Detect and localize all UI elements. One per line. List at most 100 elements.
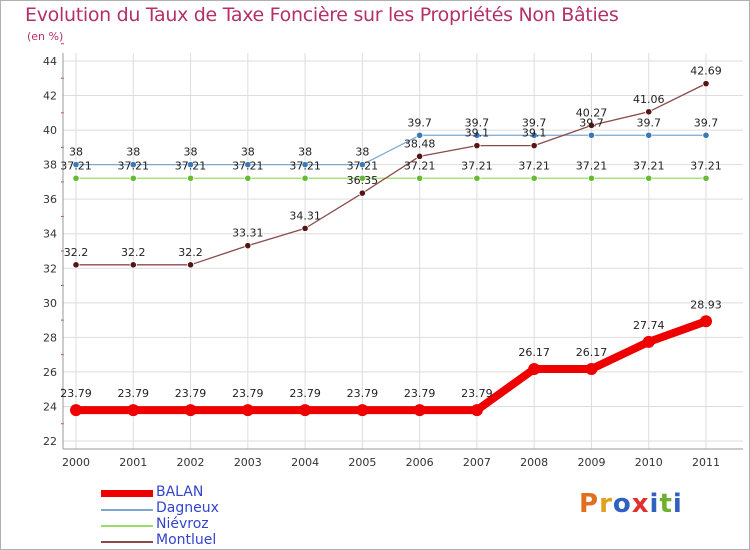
data-point-balan: [299, 404, 312, 417]
x-tick-label: 2002: [177, 456, 205, 469]
data-label-nievroz: 37.21: [232, 159, 264, 172]
x-tick-label: 2005: [348, 456, 376, 469]
data-label-montluel: 33.31: [232, 227, 264, 240]
data-label-montluel: 40.27: [576, 106, 608, 119]
legend-label-dagneux: Dagneux: [156, 500, 219, 516]
data-label-nievroz: 37.21: [633, 159, 665, 172]
data-label-montluel: 39.1: [522, 127, 547, 140]
y-tick-label: 36: [43, 193, 57, 206]
data-point-montluel: [301, 224, 309, 232]
data-label-balan: 23.79: [118, 387, 150, 400]
data-label-nievroz: 37.21: [404, 159, 436, 172]
data-point-balan: [184, 404, 197, 417]
data-point-montluel: [702, 80, 710, 88]
data-label-nievroz: 37.21: [347, 159, 379, 172]
legend-swatch-montluel: [101, 541, 153, 543]
data-label-dagneux: 38: [184, 146, 198, 159]
data-point-nievroz: [587, 174, 596, 182]
y-tick-label: 30: [43, 297, 57, 310]
data-point-balan: [127, 404, 140, 417]
chart-title: Evolution du Taux de Taxe Foncière sur l…: [25, 4, 619, 26]
data-label-dagneux: 38: [126, 146, 140, 159]
data-label-dagneux: 39.7: [636, 116, 661, 129]
x-tick-label: 2006: [406, 456, 434, 469]
legend-swatch-nievroz: [101, 525, 153, 527]
x-tick-label: 2003: [234, 456, 262, 469]
logo-letter: t: [659, 489, 673, 519]
x-tick-label: 2007: [463, 456, 491, 469]
x-tick-label: 2010: [635, 456, 663, 469]
data-point-balan: [700, 315, 712, 328]
y-tick-label: 22: [43, 435, 57, 448]
data-point-dagneux: [473, 131, 481, 139]
data-label-dagneux: 38: [241, 146, 255, 159]
data-label-balan: 26.17: [518, 346, 550, 359]
data-point-balan: [585, 362, 598, 375]
data-point-balan: [413, 404, 426, 417]
data-point-nievroz: [129, 174, 137, 182]
x-tick-label: 2008: [520, 456, 548, 469]
logo-letter: o: [612, 489, 632, 519]
logo-letter: x: [631, 489, 650, 519]
x-tick-label: 2001: [119, 456, 147, 469]
x-tick-label: 2011: [692, 456, 720, 469]
data-point-dagneux: [416, 131, 424, 139]
data-point-dagneux: [530, 131, 538, 139]
data-label-nievroz: 37.21: [690, 159, 722, 172]
data-label-dagneux: 39.7: [407, 116, 432, 129]
data-label-balan: 23.79: [175, 387, 207, 400]
data-point-montluel: [186, 261, 195, 269]
y-tick-label: 42: [43, 90, 57, 103]
series-line-montluel: [76, 83, 707, 266]
data-point-nievroz: [645, 174, 653, 182]
series-line-dagneux: [76, 134, 706, 166]
data-point-dagneux: [358, 161, 366, 169]
x-tick-label: 2009: [577, 456, 605, 469]
data-label-balan: 23.79: [461, 387, 493, 400]
y-tick-label: 34: [43, 228, 57, 241]
data-point-dagneux: [72, 161, 80, 169]
data-point-montluel: [587, 121, 596, 130]
data-label-montluel: 39.1: [465, 127, 490, 140]
chart-subtitle: (en %): [27, 30, 64, 43]
y-tick-label: 24: [43, 400, 57, 413]
data-point-dagneux: [186, 161, 195, 169]
data-label-dagneux: 38: [355, 146, 369, 159]
data-label-balan: 23.79: [232, 387, 264, 400]
data-label-dagneux: 39.7: [579, 116, 604, 129]
data-label-nievroz: 37.21: [461, 159, 493, 172]
data-label-montluel: 32.2: [121, 246, 146, 259]
data-point-nievroz: [416, 174, 424, 182]
data-label-balan: 23.79: [60, 387, 92, 400]
data-label-montluel: 34.31: [289, 209, 321, 222]
data-point-montluel: [72, 261, 80, 269]
data-point-montluel: [473, 142, 481, 150]
y-tick-label: 32: [43, 262, 57, 275]
legend-label-montluel: Montluel: [156, 532, 217, 548]
logo-letter: P: [579, 489, 600, 519]
data-point-montluel: [645, 108, 653, 116]
data-point-nievroz: [358, 174, 366, 182]
data-label-montluel: 41.06: [633, 93, 665, 106]
x-tick-label: 2004: [291, 456, 319, 469]
data-label-montluel: 32.2: [64, 246, 89, 259]
data-point-balan: [356, 404, 369, 417]
data-point-dagneux: [129, 161, 137, 169]
y-tick-label: 40: [43, 124, 57, 137]
data-point-dagneux: [702, 131, 710, 139]
data-point-balan: [70, 404, 82, 417]
data-label-nievroz: 37.21: [289, 159, 321, 172]
data-point-nievroz: [186, 174, 195, 182]
data-point-montluel: [358, 189, 366, 197]
data-point-dagneux: [587, 131, 596, 139]
data-label-dagneux: 39.7: [694, 116, 719, 129]
data-label-dagneux: 38: [69, 146, 83, 159]
data-point-nievroz: [72, 174, 80, 182]
data-point-balan: [470, 404, 483, 417]
legend-swatch-balan: [101, 490, 153, 497]
data-point-montluel: [416, 152, 424, 160]
data-label-balan: 23.79: [347, 387, 379, 400]
data-label-balan: 27.74: [633, 319, 665, 332]
data-point-dagneux: [645, 131, 653, 139]
